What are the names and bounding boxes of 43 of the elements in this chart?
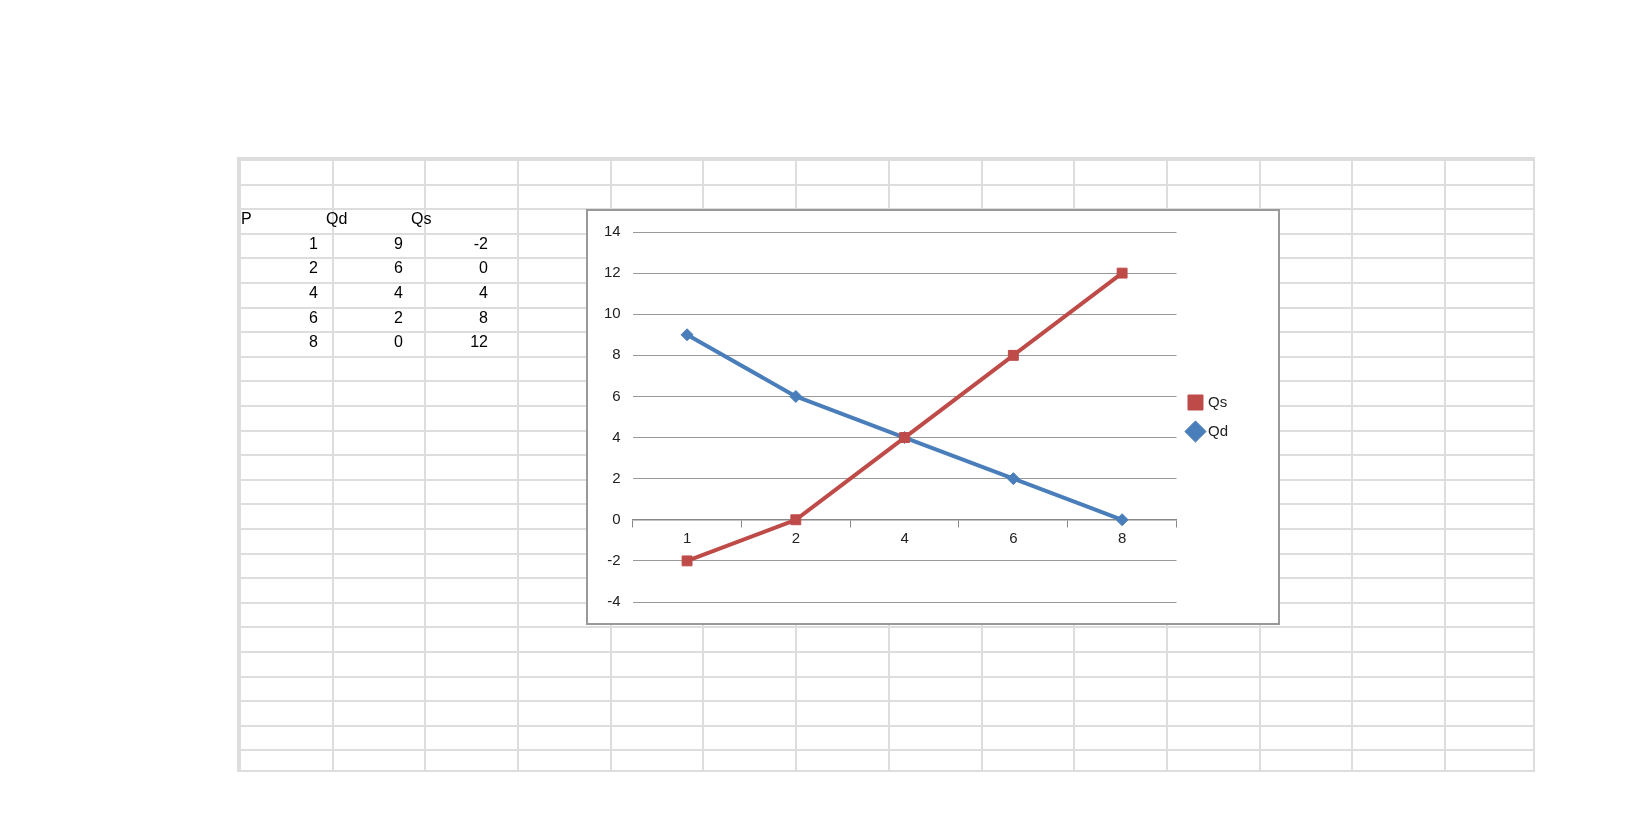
text: Qd <box>325 209 349 230</box>
x-tick-label: 4 <box>900 528 909 546</box>
text: 1 <box>308 233 319 254</box>
text: 4 <box>478 283 489 304</box>
y-tick-label: -2 <box>607 551 621 569</box>
y-tick-label: 10 <box>604 304 621 322</box>
y-tick-label: 12 <box>604 263 621 281</box>
legend-label: Qd <box>1207 421 1229 439</box>
y-tick-label: 2 <box>612 468 621 486</box>
x-tick-label: 1 <box>682 528 692 546</box>
text: 9 <box>393 233 404 254</box>
point <box>681 555 693 567</box>
text: 6 <box>308 307 319 328</box>
x-tick-label: 6 <box>1009 528 1018 546</box>
point <box>1007 349 1019 361</box>
text: 2 <box>308 258 319 279</box>
y-tick-label: 6 <box>612 386 621 404</box>
text: 0 <box>393 332 404 353</box>
x-tick-label: 8 <box>1117 528 1127 546</box>
text: P <box>240 209 253 230</box>
point <box>680 328 694 342</box>
text: 2 <box>393 307 404 328</box>
text: -2 <box>472 233 489 254</box>
x-tick-label: 2 <box>791 528 800 546</box>
point <box>1006 472 1020 486</box>
y-tick-label: 4 <box>612 427 621 445</box>
text: 8 <box>478 307 489 328</box>
point <box>789 389 803 403</box>
text: 0 <box>478 258 489 279</box>
y-tick-label: 0 <box>612 509 621 527</box>
y-tick-label: -4 <box>607 592 621 610</box>
text: 6 <box>393 258 404 279</box>
y-tick-label: 14 <box>604 222 621 240</box>
text: Qs <box>410 209 433 230</box>
point <box>1116 267 1128 279</box>
text: 4 <box>393 283 404 304</box>
legend-label: Qs <box>1207 392 1228 410</box>
text: 12 <box>469 332 489 353</box>
text: 4 <box>308 283 319 304</box>
y-tick-label: 8 <box>612 345 621 363</box>
point <box>1115 513 1129 527</box>
text: 8 <box>308 332 319 353</box>
point <box>790 514 802 526</box>
